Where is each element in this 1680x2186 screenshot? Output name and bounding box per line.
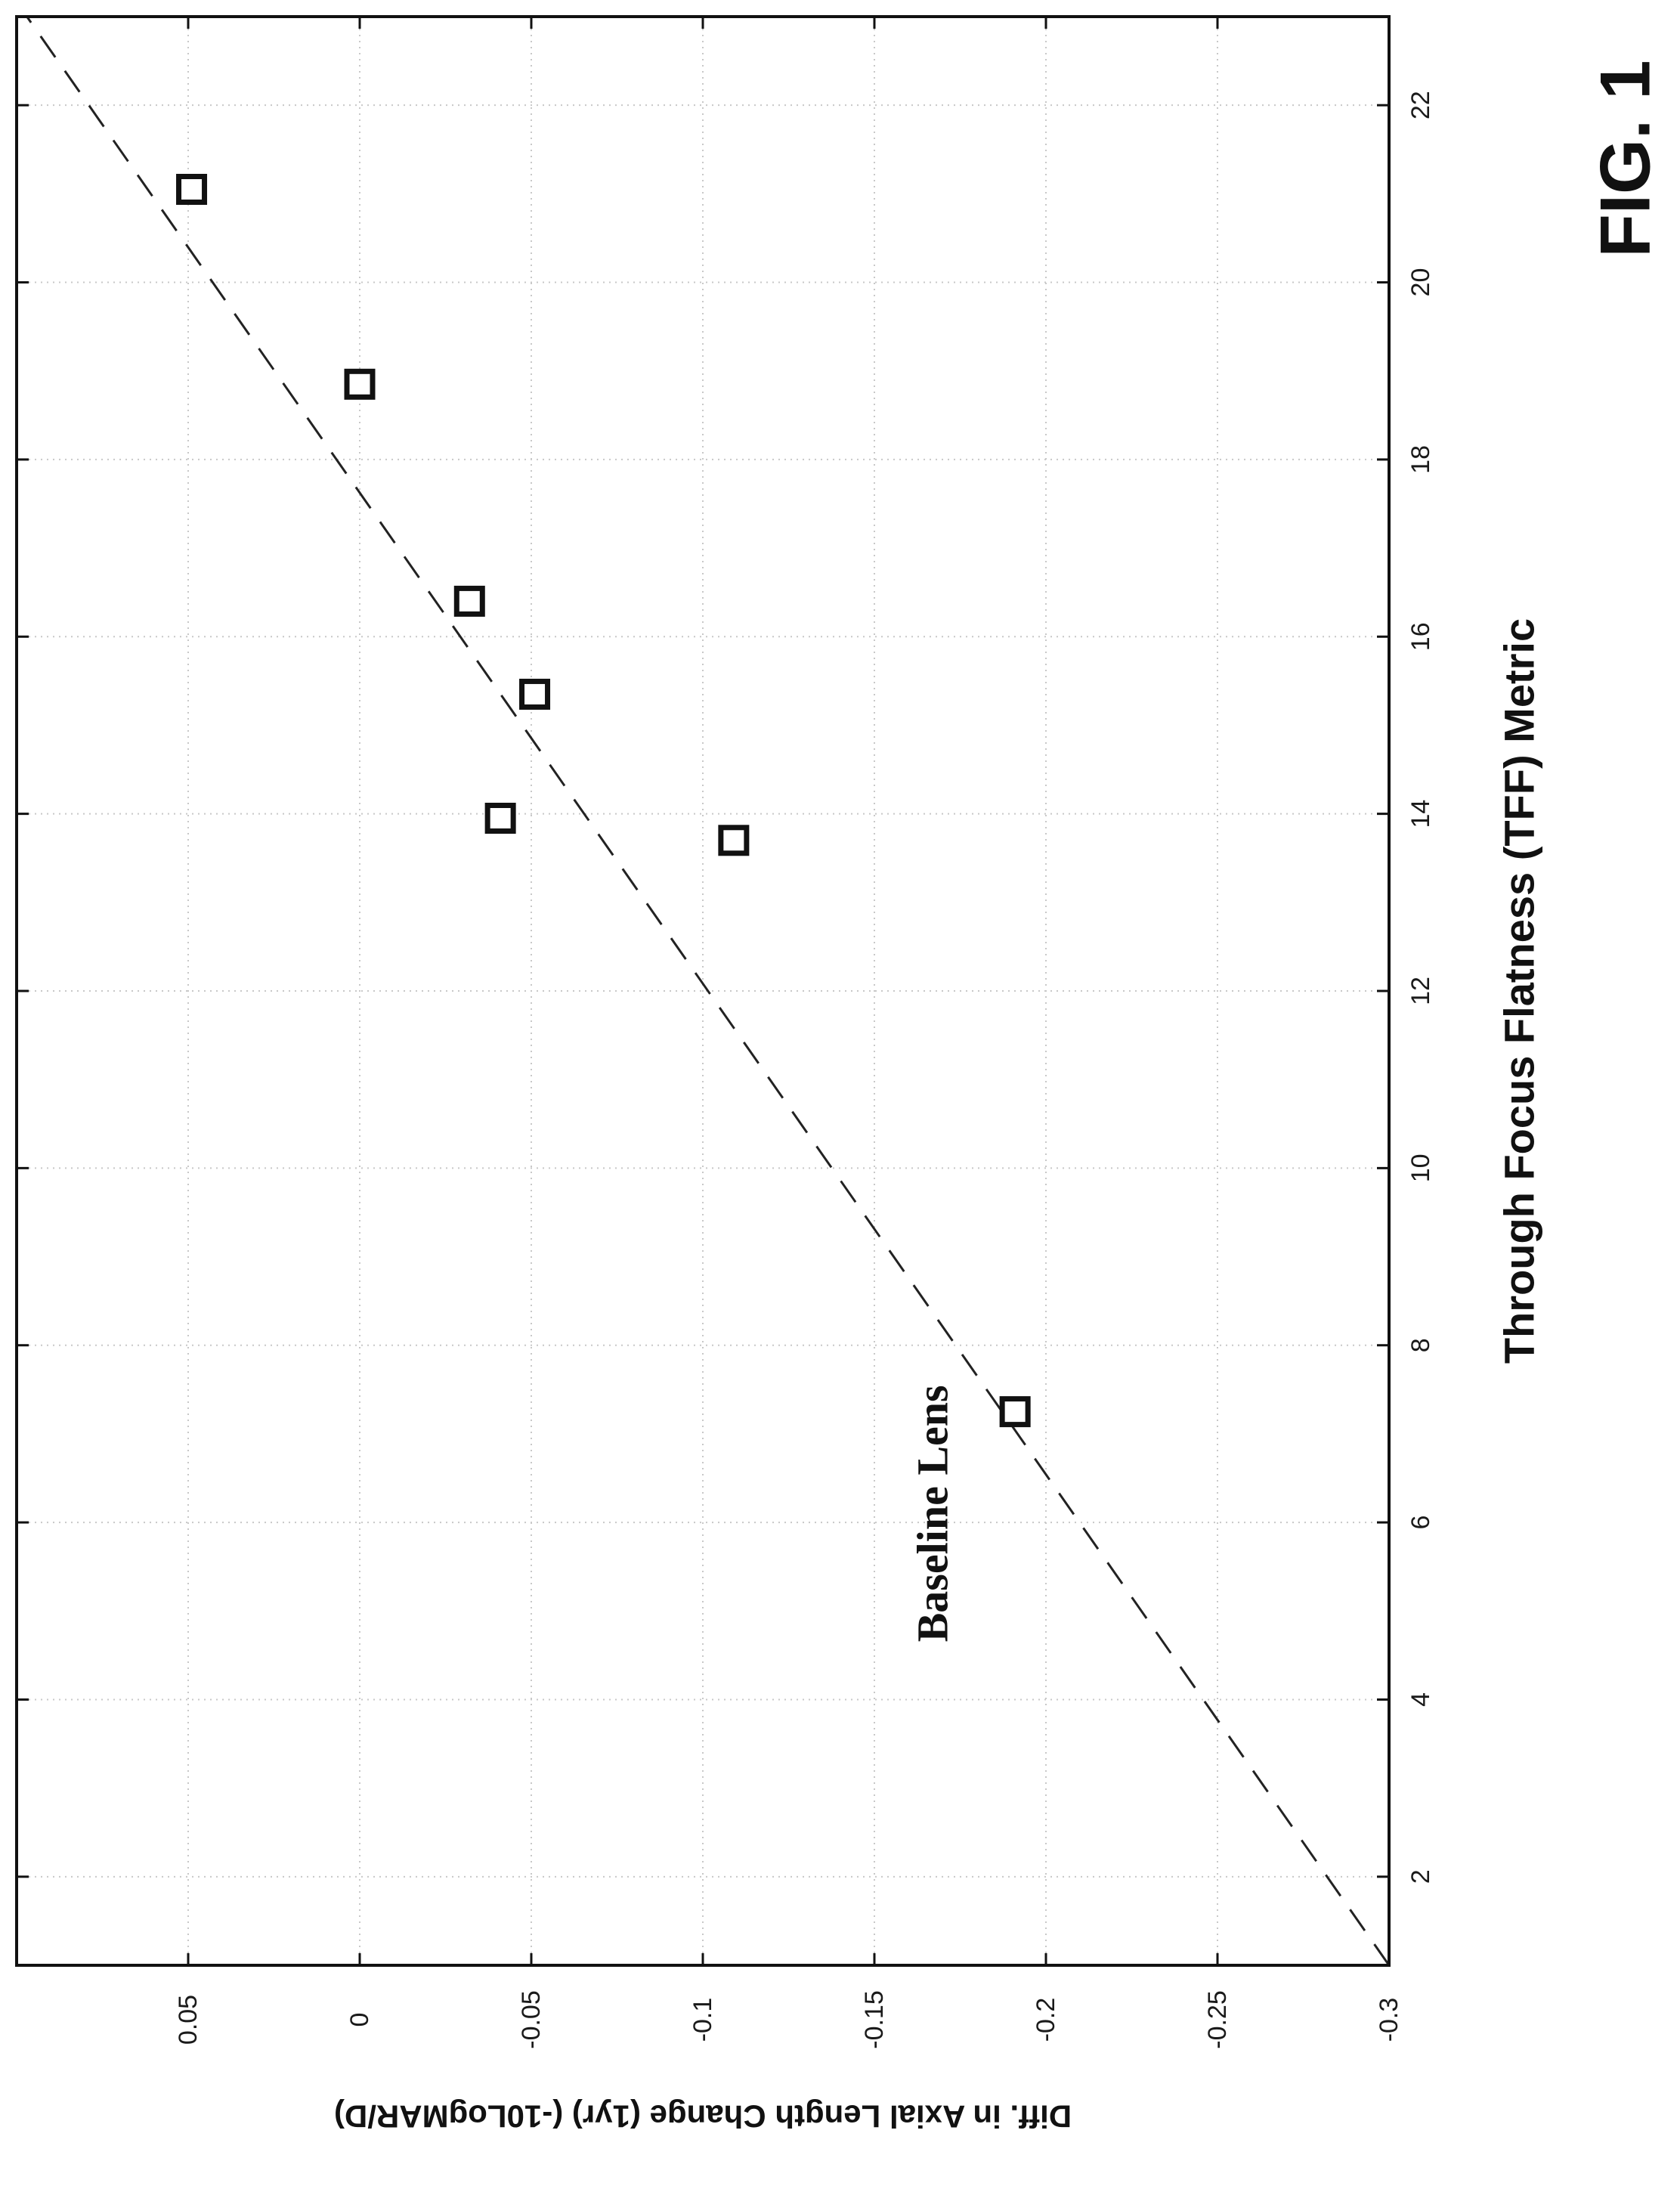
x-tick-label: 8 (1406, 1338, 1435, 1352)
axis-ticks: 2 4 6 8 10 12 14 16 18 20 22 0.05 0 -0.05 -0.1 -0.15 -0.… (17, 17, 1435, 2049)
y-axis-title: Diff. in Axial Length Change (1yr) (-10L… (334, 2099, 1072, 2135)
x-tick-label: 4 (1406, 1692, 1435, 1707)
y-tick-label: -0.3 (1375, 1998, 1403, 2042)
y-tick-label: -0.15 (860, 1990, 889, 2049)
grid-lines (17, 17, 1390, 1965)
y-tick-label: -0.05 (517, 1990, 546, 2049)
y-tick-label: -0.1 (688, 1998, 717, 2042)
baseline-lens-annotation: Baseline Lens (908, 1385, 958, 1642)
data-markers (176, 174, 1031, 1428)
data-point-square (176, 174, 208, 206)
x-tick-label: 18 (1406, 445, 1435, 474)
data-point-square (344, 368, 376, 400)
data-point-square (453, 585, 485, 617)
x-tick-label: 2 (1406, 1869, 1435, 1884)
x-tick-label: 14 (1406, 800, 1435, 828)
x-tick-label: 22 (1406, 91, 1435, 119)
y-tick-label: -0.2 (1032, 1998, 1060, 2042)
x-tick-label: 6 (1406, 1516, 1435, 1530)
y-tick-label: 0.05 (174, 1995, 203, 2045)
y-tick-label: -0.25 (1203, 1990, 1232, 2049)
x-tick-label: 10 (1406, 1153, 1435, 1182)
x-tick-label: 12 (1406, 977, 1435, 1005)
x-tick-label: 20 (1406, 268, 1435, 297)
trend-line (26, 16, 1391, 1966)
y-tick-label: 0 (345, 2013, 374, 2027)
figure-label: FIG. 1 (1586, 60, 1665, 257)
x-axis-title: Through Focus Flatness (TFF) Metric (1496, 618, 1543, 1364)
data-point-square (999, 1396, 1031, 1428)
data-point-square (484, 802, 516, 834)
x-tick-label: 16 (1406, 622, 1435, 651)
data-point-square (718, 825, 750, 856)
data-point-square (519, 678, 551, 710)
